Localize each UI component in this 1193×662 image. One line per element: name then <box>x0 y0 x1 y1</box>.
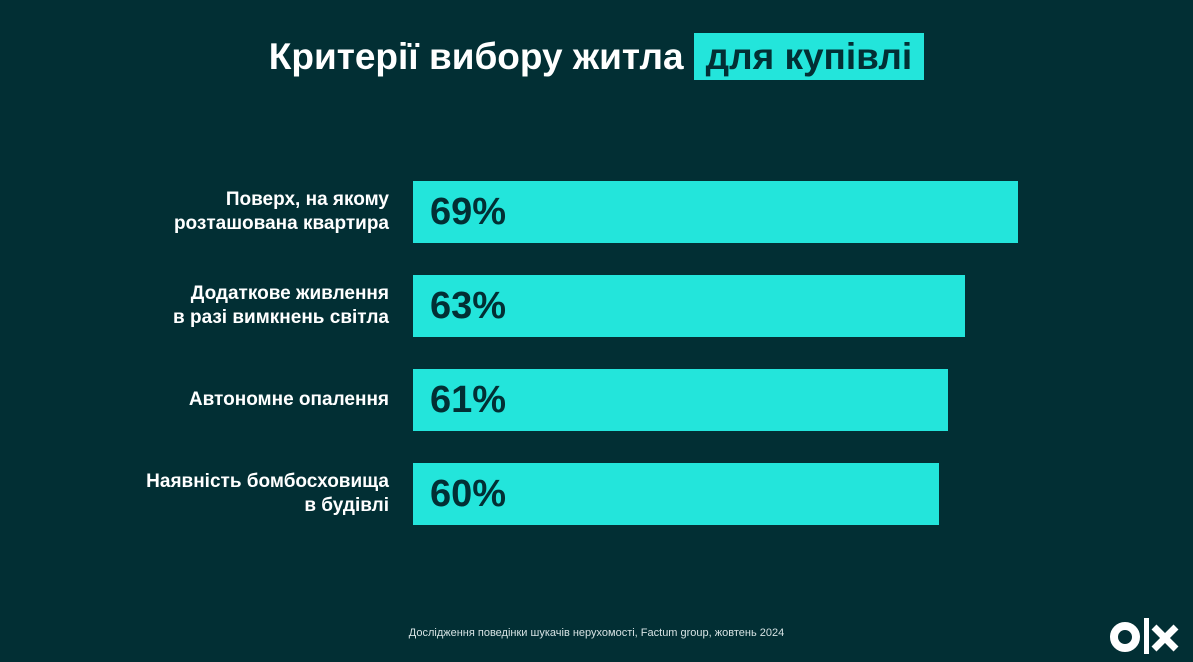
olx-logo <box>1110 618 1179 654</box>
title-highlight: для купівлі <box>693 33 925 80</box>
value-label: 61% <box>430 379 507 421</box>
category-label: Додаткове живлення в разі вимкнень світла <box>69 275 389 337</box>
source-footnote: Дослідження поведінки шукачів нерухомост… <box>408 627 785 639</box>
title-main: Критерії вибору житла <box>268 36 684 77</box>
category-label-line: Поверх, на якому <box>225 189 389 210</box>
bar <box>413 181 1018 243</box>
category-label-line: Додаткове живлення <box>190 283 389 304</box>
category-label-line: в будівлі <box>304 495 389 516</box>
category-label-line: розташована квартира <box>173 213 389 234</box>
category-label: Автономне опалення <box>69 369 389 431</box>
value-label: 69% <box>430 191 507 233</box>
bar <box>413 369 948 431</box>
category-label: Наявність бомбосховища в будівлі <box>69 463 389 525</box>
bar <box>413 463 940 525</box>
category-label-line: Наявність бомбосховища <box>146 471 389 492</box>
value-label: 60% <box>430 473 507 515</box>
category-label: Поверх, на якому розташована квартира <box>69 181 389 243</box>
category-label-line: Автономне опалення <box>188 389 389 410</box>
chart-title: Критерії вибору житла для купівлі <box>0 33 1193 80</box>
category-label-line: в разі вимкнень світла <box>173 307 389 328</box>
bar <box>413 275 966 337</box>
value-label: 63% <box>430 285 507 327</box>
